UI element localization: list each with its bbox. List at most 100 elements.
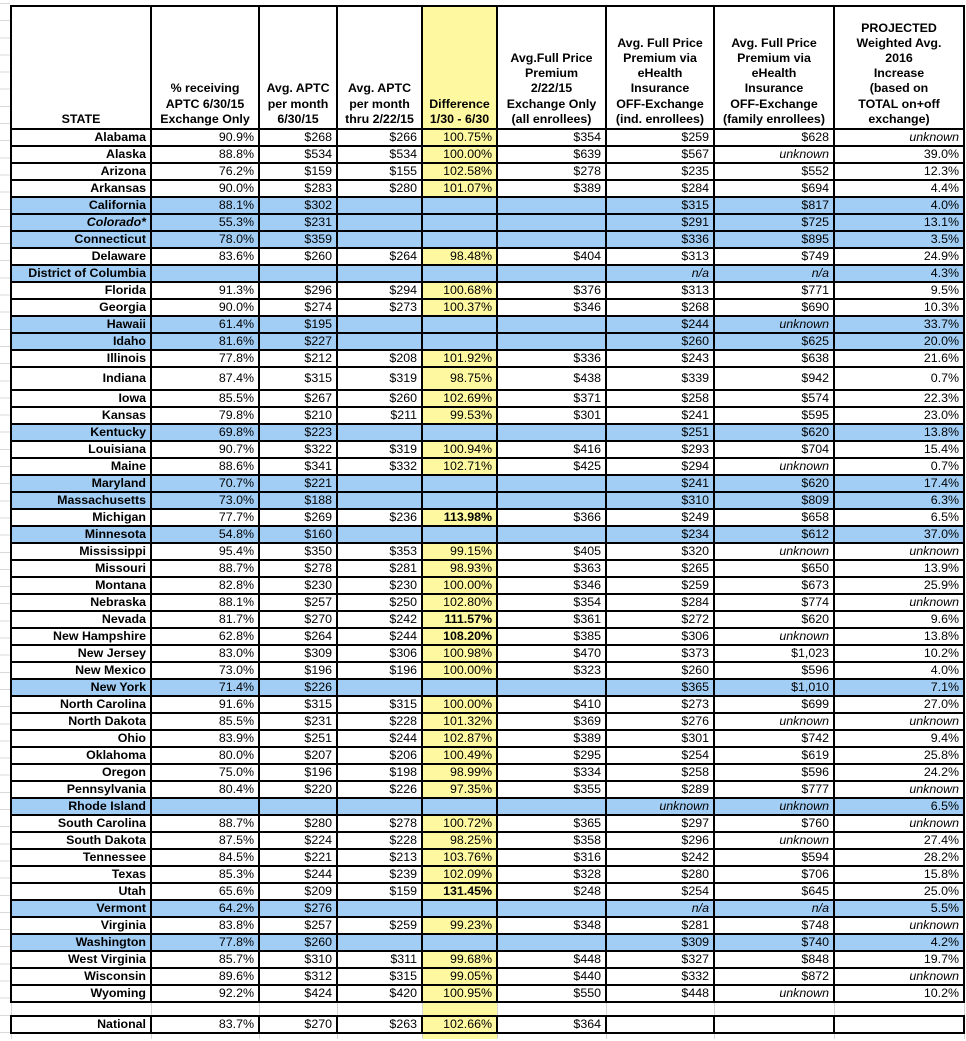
value-cell: $748: [713, 916, 835, 935]
table-row: Connecticut 78.0% $359 $336 $895 3.5%: [10, 230, 965, 249]
table-row: Indiana 87.4% $315 $319 98.75% $438 $339 $942 0.…: [10, 366, 965, 391]
value-cell: $313: [605, 247, 715, 266]
value-cell: $269: [258, 508, 338, 527]
value-cell: 111.57%: [421, 610, 498, 629]
value-cell: $267: [258, 389, 338, 408]
value-cell: $376: [496, 281, 607, 300]
value-cell: unknown: [713, 712, 835, 731]
value-cell: 88.7%: [150, 814, 260, 833]
value-cell: $254: [605, 746, 715, 765]
state-name-cell: District of Columbia: [10, 264, 152, 283]
value-cell: 99.23%: [421, 916, 498, 935]
table-row: Georgia 90.0% $274 $273 100.37% $346 $268 $690 1…: [10, 298, 965, 317]
spacer-cell: [259, 1002, 338, 1016]
value-cell: $196: [258, 763, 338, 782]
value-cell: $264: [336, 247, 423, 266]
value-cell: [336, 332, 423, 351]
table-row: Delaware 83.6% $260 $264 98.48% $404 $313 $749 2…: [10, 247, 965, 266]
value-cell: 88.1%: [150, 593, 260, 612]
value-cell: $278: [496, 162, 607, 181]
value-cell: [496, 213, 607, 232]
value-cell: 101.32%: [421, 712, 498, 731]
table-row: Rhode Island unknown unknown 6.5%: [10, 797, 965, 816]
value-cell: $221: [258, 474, 338, 493]
value-cell: 73.0%: [150, 491, 260, 510]
spacer-cell: [497, 1033, 607, 1039]
state-name-cell: Washington: [10, 933, 152, 952]
table-row: Nevada 81.7% $270 $242 111.57% $361 $272 $620 9.…: [10, 610, 965, 629]
value-cell: $316: [496, 848, 607, 867]
value-cell: 4.0%: [833, 196, 965, 215]
table-row: Maryland 70.7% $221 $241 $620 17.4%: [10, 474, 965, 493]
value-cell: [336, 899, 423, 918]
value-cell: unknown: [713, 542, 835, 561]
value-cell: 98.75%: [421, 366, 498, 391]
spacer-cell: [497, 1002, 607, 1016]
value-cell: $250: [336, 593, 423, 612]
value-cell: 100.95%: [421, 984, 498, 1003]
state-name-cell: Nebraska: [10, 593, 152, 612]
value-cell: [496, 797, 607, 816]
value-cell: $241: [605, 406, 715, 425]
value-cell: $208: [336, 349, 423, 368]
value-cell: $420: [336, 984, 423, 1003]
value-cell: 0.7%: [833, 366, 965, 391]
state-name-cell: Ohio: [10, 729, 152, 748]
value-cell: 33.7%: [833, 315, 965, 334]
value-cell: 99.15%: [421, 542, 498, 561]
state-name-cell: Massachusetts: [10, 491, 152, 510]
value-cell: $359: [258, 230, 338, 249]
value-cell: unknown: [713, 984, 835, 1003]
value-cell: $315: [336, 967, 423, 986]
value-cell: unknown: [833, 712, 965, 731]
value-cell: $276: [605, 712, 715, 731]
table-header: STATE % receiving APTC 6/30/15 Exchange …: [10, 5, 965, 130]
value-cell: 12.3%: [833, 162, 965, 181]
value-cell: [496, 196, 607, 215]
value-cell: 100.00%: [421, 576, 498, 595]
value-cell: $264: [258, 627, 338, 646]
value-cell: $155: [336, 162, 423, 181]
value-cell: $596: [713, 661, 835, 680]
value-cell: unknown: [833, 780, 965, 799]
value-cell: 24.9%: [833, 247, 965, 266]
value-cell: 100.00%: [421, 695, 498, 714]
table-row: North Dakota 85.5% $231 $228 101.32% $369 $276…: [10, 712, 965, 731]
value-cell: $341: [258, 457, 338, 476]
value-cell: 83.7%: [150, 1015, 260, 1034]
value-cell: $612: [713, 525, 835, 544]
value-cell: unknown: [833, 814, 965, 833]
value-cell: $438: [496, 366, 607, 391]
value-cell: 88.1%: [150, 196, 260, 215]
state-name-cell: Michigan: [10, 508, 152, 527]
value-cell: 91.6%: [150, 695, 260, 714]
value-cell: 9.4%: [833, 729, 965, 748]
value-cell: $704: [713, 440, 835, 459]
spacer-cell: [834, 1033, 965, 1039]
table-row: Iowa 85.5% $267 $260 102.69% $371 $258 $574 22.3…: [10, 389, 965, 408]
bottom-sliver-row: [10, 1033, 965, 1039]
state-name-cell: Utah: [10, 882, 152, 901]
value-cell: $278: [258, 559, 338, 578]
value-cell: 97.35%: [421, 780, 498, 799]
value-cell: 85.7%: [150, 950, 260, 969]
value-cell: 25.9%: [833, 576, 965, 595]
value-cell: 101.92%: [421, 349, 498, 368]
value-cell: $639: [496, 145, 607, 164]
value-cell: $258: [605, 389, 715, 408]
value-cell: $620: [713, 610, 835, 629]
value-cell: $315: [258, 366, 338, 391]
value-cell: $774: [713, 593, 835, 612]
value-cell: $389: [496, 179, 607, 198]
spacer-cell: [422, 1033, 498, 1039]
state-name-cell: Montana: [10, 576, 152, 595]
value-cell: 80.0%: [150, 746, 260, 765]
state-name-cell: Pennsylvania: [10, 780, 152, 799]
value-cell: $440: [496, 967, 607, 986]
spacer-cell: [422, 1002, 498, 1016]
value-cell: 23.0%: [833, 406, 965, 425]
col-header-state: STATE: [10, 5, 152, 130]
table-row: South Dakota 87.5% $224 $228 98.25% $358 $296 u…: [10, 831, 965, 850]
value-cell: $260: [336, 389, 423, 408]
value-cell: 100.49%: [421, 746, 498, 765]
